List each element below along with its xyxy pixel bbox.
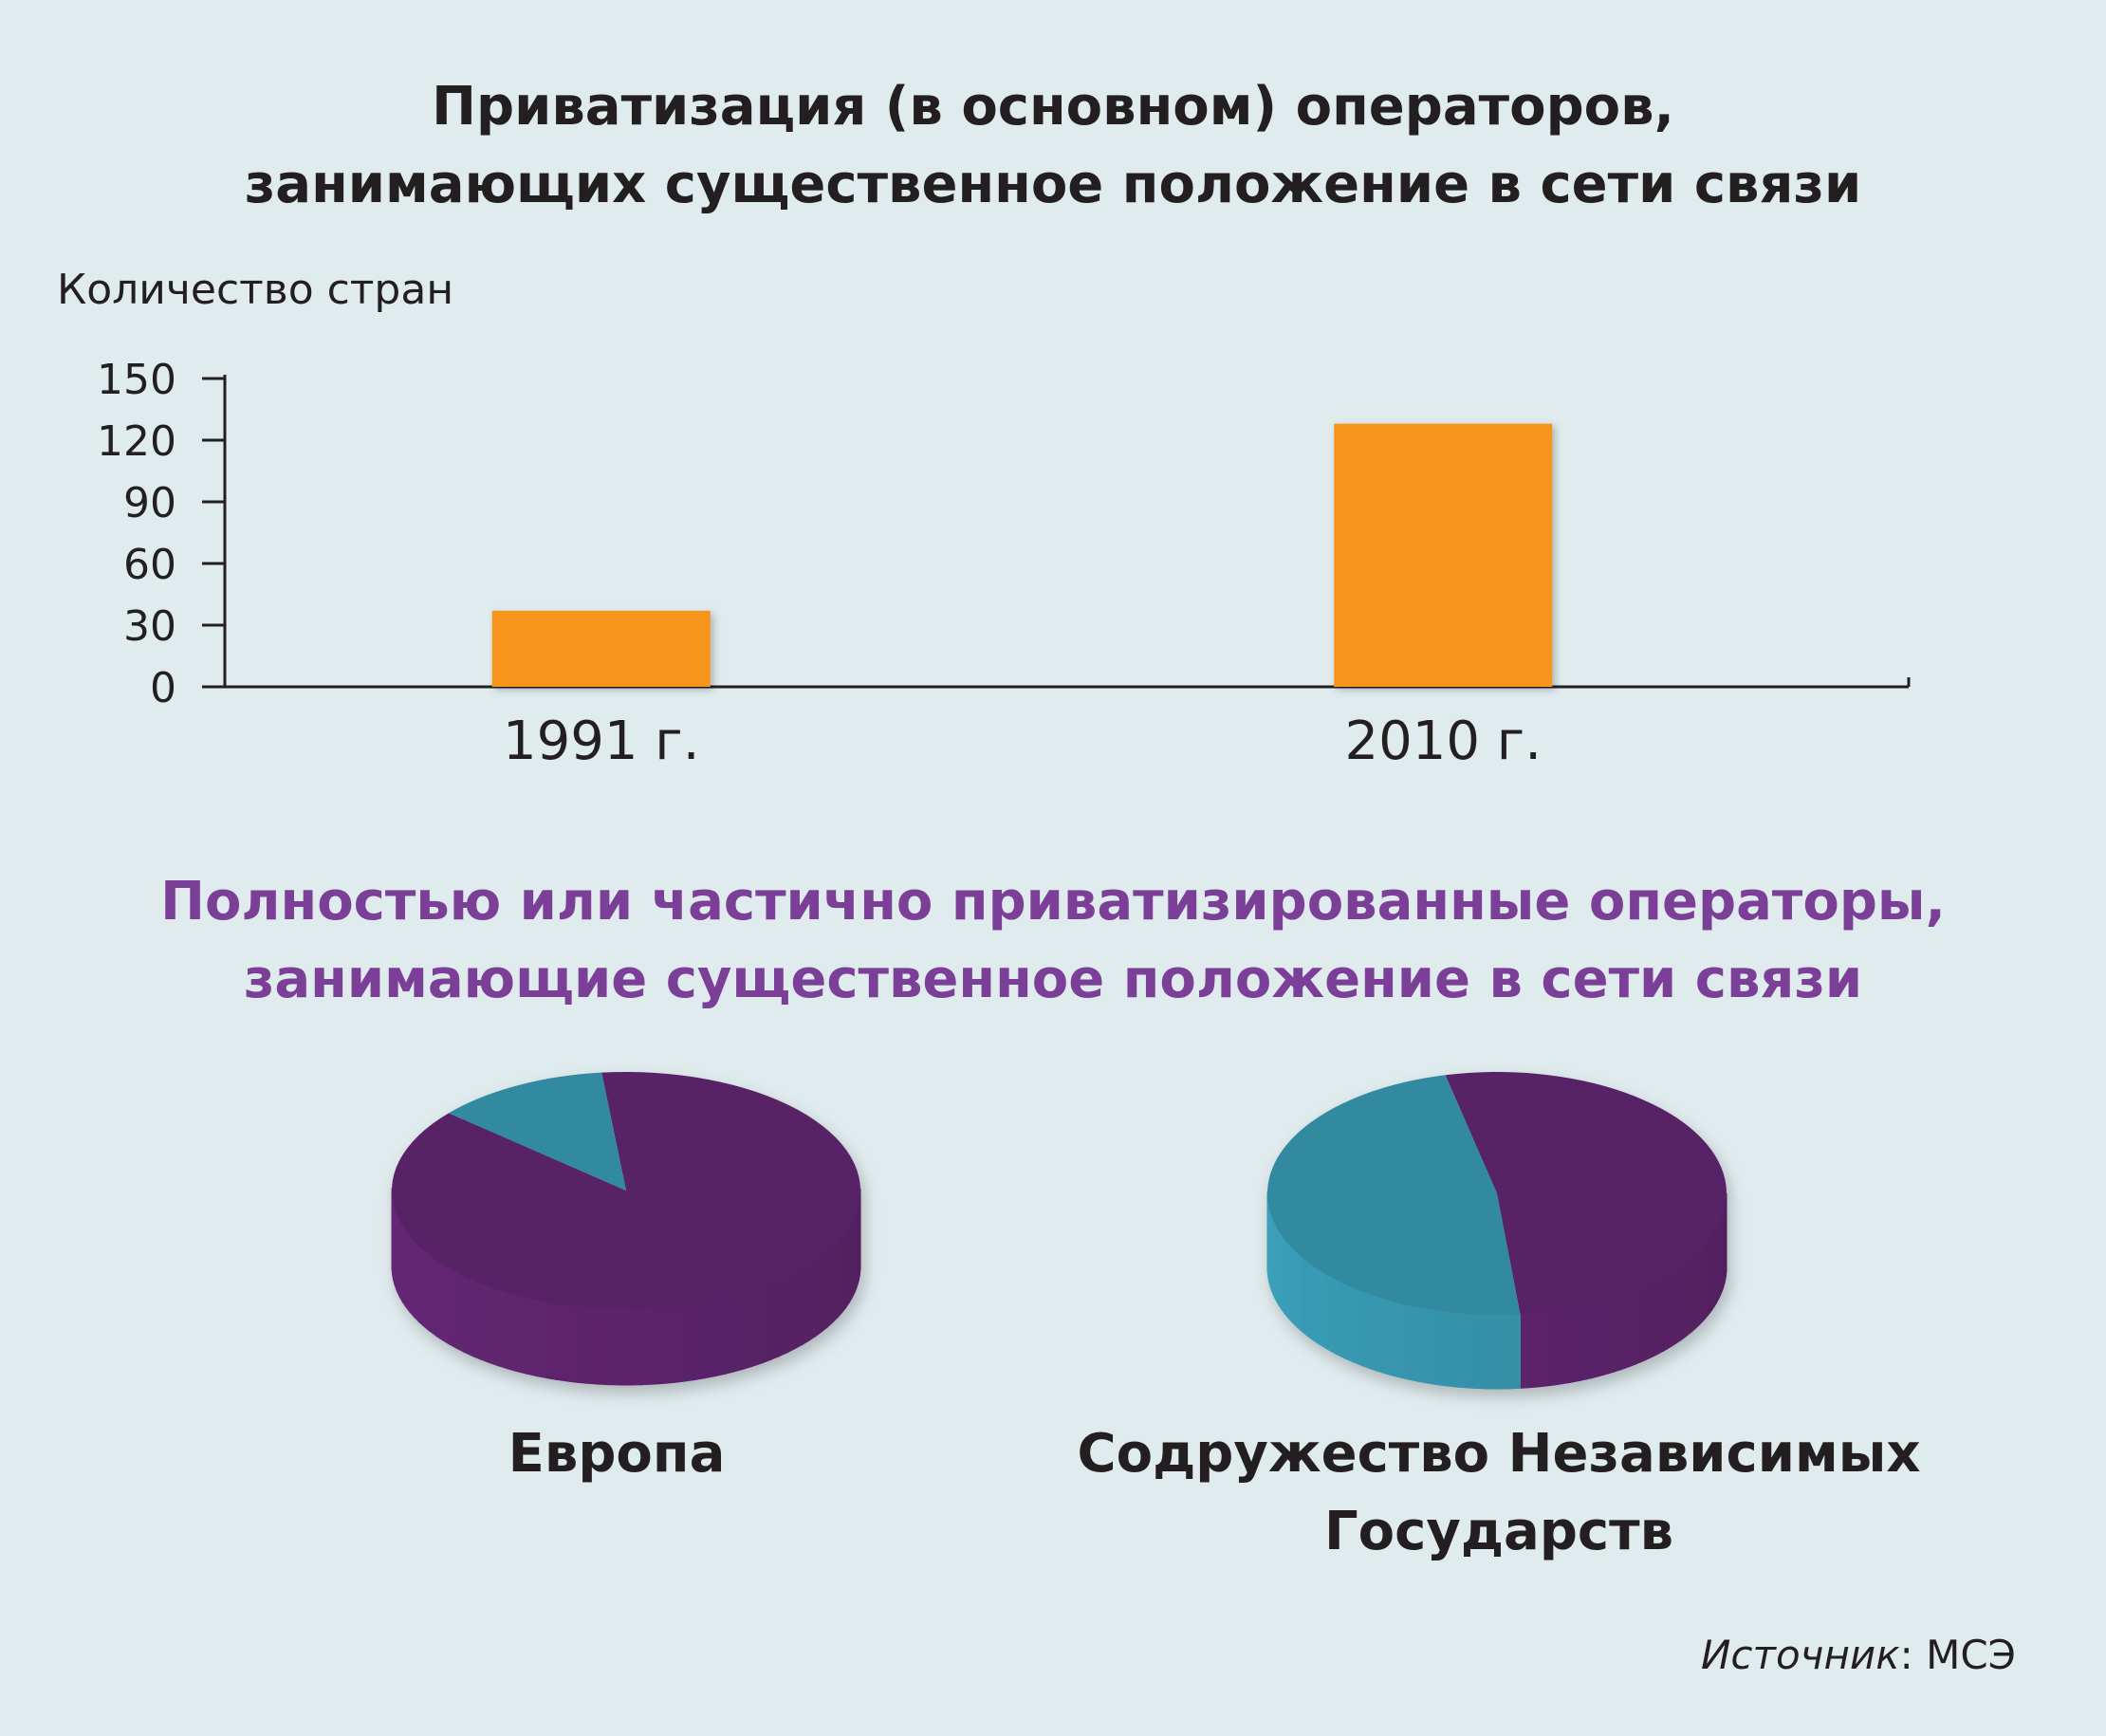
- y-tick-label: 120: [97, 417, 176, 466]
- pie-2: [1266, 1072, 1727, 1390]
- chart-title-line-1: Приватизация (в основном) операторов,: [432, 76, 1674, 138]
- pie-1: [391, 1072, 861, 1386]
- source-note: Источник: МСЭ: [1701, 1632, 2016, 1678]
- pie-2-slice-2: [1267, 1075, 1521, 1315]
- pies-title-line-2: занимающие существенное положение в сети…: [243, 949, 1863, 1010]
- x-tick-label: 2010 г.: [1344, 711, 1542, 772]
- pie-1-slice-1: [391, 1072, 860, 1310]
- y-axis-label: Количество стран: [57, 266, 454, 314]
- pie-label-cis: Содружество Независимых Государств: [996, 1415, 2002, 1571]
- pie-label-europe: Европа: [398, 1415, 835, 1493]
- y-tick-label: 150: [97, 356, 176, 404]
- chart-title: Приватизация (в основном) операторов, за…: [0, 68, 2106, 224]
- bar-1: [491, 610, 711, 687]
- y-tick-label: 30: [123, 602, 176, 651]
- pie-label-europe-line-1: Европа: [508, 1423, 726, 1485]
- x-tick-label: 1991 г.: [503, 711, 700, 772]
- y-tick-label: 60: [123, 541, 176, 589]
- y-tick-label: 0: [150, 664, 176, 712]
- pie-label-cis-line-2: Государств: [1323, 1501, 1674, 1562]
- pie-1-slice-2: [449, 1072, 626, 1191]
- pie-label-cis-line-1: Содружество Независимых: [1077, 1423, 1921, 1485]
- bar-2: [1334, 423, 1553, 687]
- pies-title-line-1: Полностью или частично приватизированные…: [160, 871, 1946, 933]
- source-separator: :: [1899, 1632, 1927, 1678]
- pies-title: Полностью или частично приватизированные…: [0, 863, 2106, 1019]
- source-label: Источник: [1700, 1632, 1900, 1678]
- source-value: МСЭ: [1926, 1632, 2016, 1678]
- chart-title-line-2: занимающих существенное положение в сети…: [244, 154, 1862, 215]
- y-tick-label: 90: [123, 479, 176, 527]
- pie-2-slice-1: [1445, 1072, 1727, 1315]
- bar-chart: 0 30 60 90 120 150 1991 г. 2010 г.: [97, 356, 1911, 772]
